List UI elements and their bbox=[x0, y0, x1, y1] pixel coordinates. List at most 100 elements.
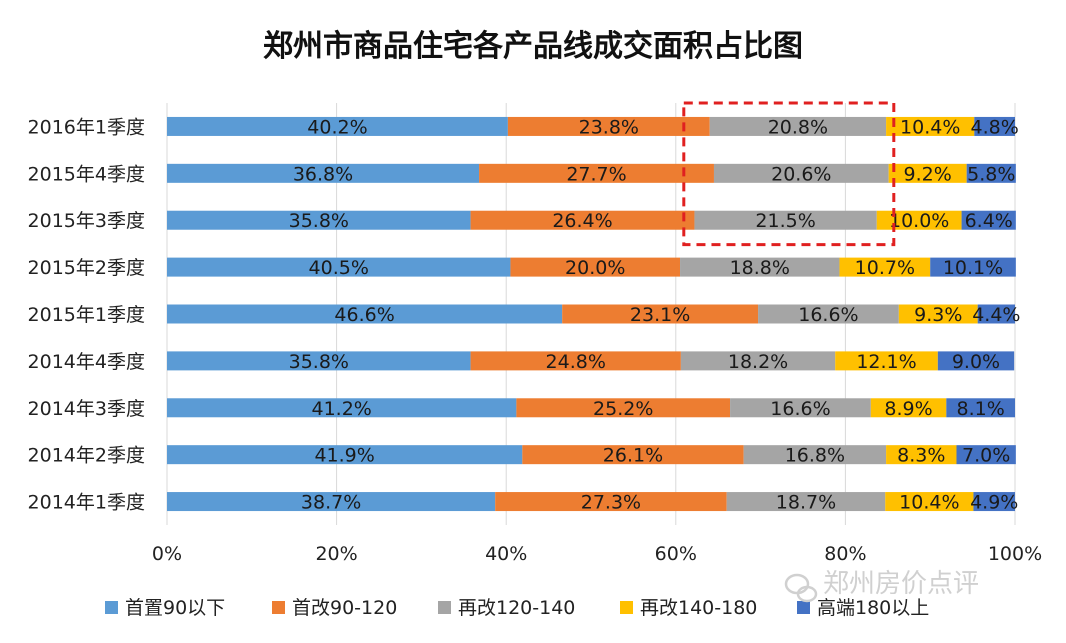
x-tick-label: 20% bbox=[315, 543, 357, 565]
bar-segment bbox=[946, 398, 1015, 418]
data-label: 16.8% bbox=[785, 445, 845, 467]
bar-segment bbox=[167, 445, 523, 465]
bar-segment bbox=[680, 257, 840, 277]
data-label: 41.9% bbox=[314, 445, 374, 467]
legend-swatch bbox=[105, 601, 118, 614]
bar-row: 38.7% 27.3% 18.7% 10.4% 4.9% bbox=[167, 492, 1018, 514]
data-label: 26.1% bbox=[603, 445, 663, 467]
watermark-text: 郑州房价点评 bbox=[823, 569, 979, 599]
bar-segment bbox=[870, 398, 947, 418]
data-label: 8.3% bbox=[897, 445, 945, 467]
bar-segment bbox=[167, 163, 480, 183]
bar-segment bbox=[680, 351, 836, 371]
legend-item: 首改90-120 bbox=[272, 597, 397, 619]
data-label: 21.5% bbox=[755, 210, 815, 232]
data-label: 18.7% bbox=[776, 492, 836, 514]
highlight-rect bbox=[682, 101, 896, 247]
data-label: 20.6% bbox=[771, 163, 831, 185]
data-label: 8.9% bbox=[884, 398, 932, 420]
bar-segment bbox=[709, 116, 887, 136]
data-label: 40.5% bbox=[309, 257, 369, 279]
data-label: 7.0% bbox=[962, 445, 1010, 467]
data-label: 25.2% bbox=[593, 398, 653, 420]
data-label: 24.8% bbox=[546, 351, 606, 373]
bar-segment bbox=[888, 163, 967, 183]
data-label: 10.0% bbox=[889, 210, 949, 232]
bar-segment bbox=[758, 304, 899, 324]
category-label: 2014年1季度 bbox=[28, 492, 145, 514]
data-label: 36.8% bbox=[293, 163, 353, 185]
bar-segment bbox=[510, 257, 681, 277]
bar-segment bbox=[167, 304, 563, 324]
bar-row: 40.5% 20.0% 18.8% 10.7% 10.1% bbox=[167, 257, 1016, 279]
data-label: 26.4% bbox=[552, 210, 612, 232]
data-label: 16.6% bbox=[798, 304, 858, 326]
bar-segment bbox=[961, 210, 1016, 230]
bar-segment bbox=[937, 351, 1015, 371]
bar-segment bbox=[886, 445, 957, 465]
data-label: 10.4% bbox=[899, 492, 959, 514]
bar-segment bbox=[726, 492, 886, 512]
bar-segment bbox=[956, 445, 1016, 465]
bar-segment bbox=[885, 492, 974, 512]
data-label: 38.7% bbox=[301, 492, 361, 514]
category-label: 2015年4季度 bbox=[28, 163, 145, 185]
bar-segment bbox=[835, 351, 938, 371]
bar-segment bbox=[167, 492, 496, 512]
bar-segment bbox=[730, 398, 871, 418]
bar-segment bbox=[713, 163, 889, 183]
wechat-icon bbox=[784, 573, 818, 603]
legend-swatch bbox=[797, 601, 810, 614]
data-label: 4.4% bbox=[972, 304, 1020, 326]
data-label: 40.2% bbox=[307, 116, 367, 138]
data-label: 35.8% bbox=[289, 351, 349, 373]
data-label: 4.8% bbox=[971, 116, 1019, 138]
data-label: 27.7% bbox=[566, 163, 626, 185]
x-tick-label: 60% bbox=[655, 543, 697, 565]
bar-segment bbox=[977, 304, 1015, 324]
legend-label: 首置90以下 bbox=[125, 597, 225, 619]
bar-segment bbox=[966, 163, 1016, 183]
data-label: 27.3% bbox=[581, 492, 641, 514]
legend-swatch bbox=[620, 601, 633, 614]
bar-row: 36.8% 27.7% 20.6% 9.2% 5.8% bbox=[167, 163, 1016, 185]
legend-swatch bbox=[438, 601, 451, 614]
bar-segment bbox=[479, 163, 714, 183]
category-label: 2015年3季度 bbox=[28, 210, 145, 232]
x-tick-label: 0% bbox=[152, 543, 182, 565]
bar-segment bbox=[522, 445, 744, 465]
data-label: 8.1% bbox=[957, 398, 1005, 420]
data-label: 9.2% bbox=[904, 163, 952, 185]
bar-row: 40.2% 23.8% 20.8% 10.4% 4.8% bbox=[167, 116, 1019, 138]
category-label: 2014年3季度 bbox=[28, 398, 145, 420]
bar-segment bbox=[839, 257, 931, 277]
data-label: 16.6% bbox=[770, 398, 830, 420]
bar-segment bbox=[973, 492, 1015, 512]
legend-label: 首改90-120 bbox=[292, 597, 397, 619]
chart-title: 郑州市商品住宅各产品线成交面积占比图 bbox=[263, 29, 803, 64]
category-label: 2016年1季度 bbox=[28, 116, 145, 138]
data-label: 9.3% bbox=[914, 304, 962, 326]
bar-segment bbox=[507, 116, 710, 136]
bar-segment bbox=[743, 445, 887, 465]
legend: 首置90以下 首改90-120 再改120-140 再改140-180 高端180以上 bbox=[105, 597, 929, 619]
bar-row: 35.8% 24.8% 18.2% 12.1% 9.0% bbox=[167, 351, 1015, 373]
category-label: 2015年2季度 bbox=[28, 257, 145, 279]
data-label: 18.8% bbox=[730, 257, 790, 279]
bar-segment bbox=[167, 210, 471, 230]
legend-swatch bbox=[272, 601, 285, 614]
bar-row: 41.9% 26.1% 16.8% 8.3% 7.0% bbox=[167, 445, 1016, 467]
bar-segment bbox=[167, 257, 511, 277]
bar-segment bbox=[167, 351, 471, 371]
bar-segment bbox=[167, 116, 508, 136]
bars: 40.2% 23.8% 20.8% 10.4% 4.8% 36.8% 27.7% 20.6% 9… bbox=[167, 116, 1020, 514]
data-label: 23.1% bbox=[630, 304, 690, 326]
bar-segment bbox=[876, 210, 962, 230]
bar-segment bbox=[694, 210, 877, 230]
bar-segment bbox=[974, 116, 1015, 136]
data-label: 6.4% bbox=[965, 210, 1013, 232]
value-axis: 0% 20% 40% 60% 80% 100% bbox=[152, 543, 1042, 565]
watermark: 郑州房价点评 bbox=[784, 569, 979, 603]
legend-item: 高端180以上 bbox=[797, 597, 929, 619]
